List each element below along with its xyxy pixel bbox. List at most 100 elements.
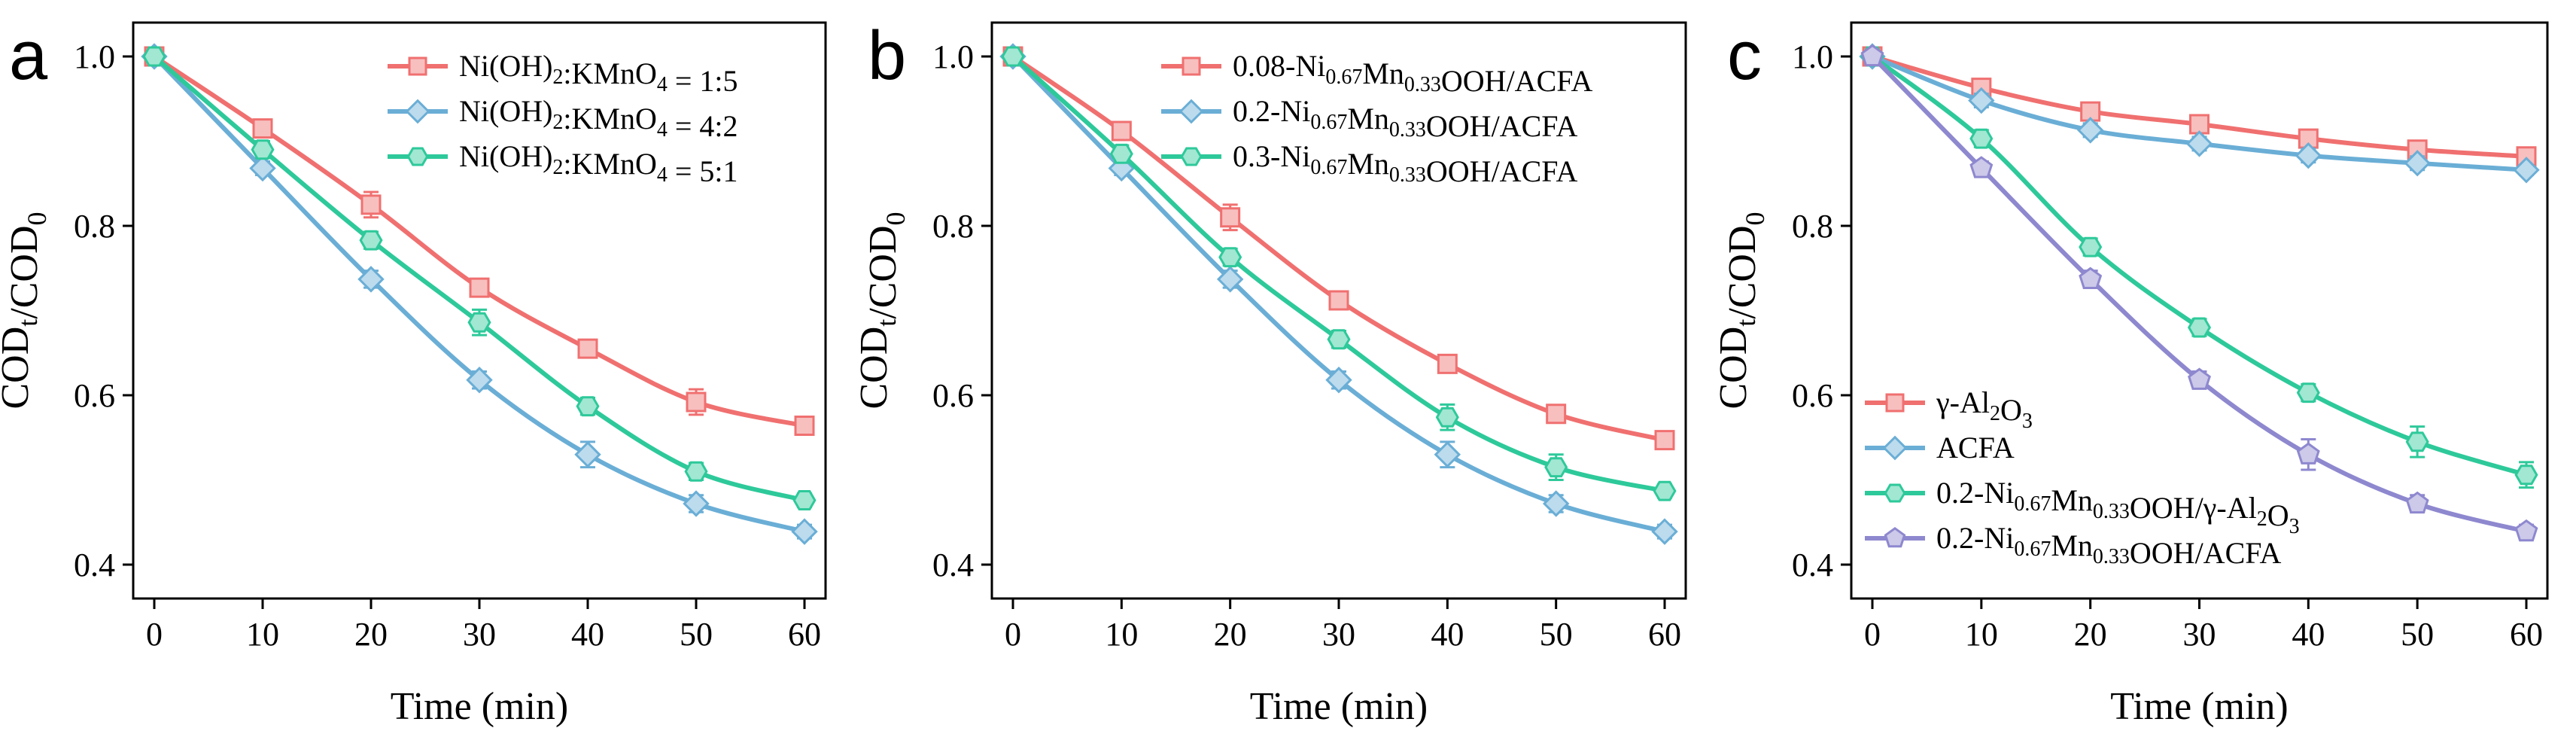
legend-subscript: 2 bbox=[552, 156, 563, 179]
series-3 bbox=[1001, 46, 1677, 501]
y-tick-label: 0.8 bbox=[932, 208, 974, 245]
legend-text-part: OOH/ACFA bbox=[1426, 109, 1578, 143]
legend-subscript: 0.33 bbox=[1389, 163, 1426, 187]
legend-text-part: /COD bbox=[3, 225, 46, 318]
legend-marker bbox=[1180, 147, 1203, 166]
y-tick-label: 0.4 bbox=[74, 547, 115, 583]
legend-text-part: OOH/ACFA bbox=[2130, 536, 2282, 570]
x-axis-title: Time (min) bbox=[2110, 685, 2288, 728]
data-point bbox=[1218, 247, 1242, 268]
y-tick-label: 0.6 bbox=[1792, 377, 1833, 414]
legend-text-part: Ni(OH) bbox=[459, 49, 552, 83]
x-tick-label: 30 bbox=[463, 616, 496, 653]
data-point bbox=[1001, 46, 1025, 67]
y-tick-label: 0.4 bbox=[1792, 547, 1833, 583]
legend-text-part: :KMnO bbox=[563, 147, 656, 181]
legend: 0.08-Ni0.67Mn0.33OOH/ACFA0.2-Ni0.67Mn0.3… bbox=[1161, 49, 1593, 188]
legend-text-part: γ-Al bbox=[1936, 385, 1990, 419]
data-point bbox=[1654, 430, 1675, 451]
data-point bbox=[791, 518, 818, 545]
legend-subscript: 2 bbox=[552, 111, 563, 134]
legend-text-part: 0.08-Ni bbox=[1233, 49, 1325, 83]
data-point bbox=[2076, 117, 2104, 144]
series-2 bbox=[141, 43, 818, 545]
legend-marker bbox=[1179, 99, 1204, 124]
data-point bbox=[1325, 366, 1352, 394]
data-point bbox=[1437, 353, 1458, 374]
legend-text-part: Mn bbox=[2051, 483, 2093, 517]
legend-label: 0.08-Ni0.67Mn0.33OOH/ACFA bbox=[1233, 49, 1593, 98]
y-tick-label: 1.0 bbox=[1792, 38, 1833, 75]
legend-subscript: 0.33 bbox=[1404, 73, 1441, 96]
legend-subscript: 0.33 bbox=[2093, 545, 2130, 568]
data-point bbox=[2404, 150, 2431, 177]
data-point bbox=[683, 490, 710, 517]
data-point bbox=[2514, 464, 2538, 486]
legend-marker bbox=[1182, 56, 1201, 76]
x-tick-label: 50 bbox=[680, 616, 713, 653]
legend-marker bbox=[1882, 435, 1908, 461]
data-point bbox=[359, 230, 383, 251]
data-point bbox=[1111, 120, 1132, 142]
legend-subscript: 0 bbox=[22, 212, 52, 225]
legend-label: 0.2-Ni0.67Mn0.33OOH/ACFA bbox=[1936, 521, 2282, 570]
series-3 bbox=[142, 46, 817, 510]
data-point bbox=[1544, 457, 1568, 478]
legend-text-part: O bbox=[2000, 393, 2022, 427]
y-axis-title: CODt/COD0 bbox=[0, 212, 52, 409]
legend-item: 0.2-Ni0.67Mn0.33OOH/ACFA bbox=[1865, 521, 2282, 570]
legend-label: 0.2-Ni0.67Mn0.33OOH/ACFA bbox=[1233, 94, 1578, 143]
legend-marker bbox=[1884, 526, 1906, 548]
data-point bbox=[1109, 143, 1133, 164]
data-point bbox=[1546, 404, 1567, 425]
legend-item: ACFA bbox=[1865, 431, 2015, 464]
legend-text-part: Mn bbox=[1347, 147, 1389, 181]
series-4 bbox=[1860, 44, 2538, 542]
series-2 bbox=[1859, 43, 2540, 184]
x-tick-label: 30 bbox=[2183, 616, 2216, 653]
legend-label: Ni(OH)2:KMnO4 = 4:2 bbox=[459, 94, 738, 143]
data-point bbox=[2185, 130, 2213, 157]
y-tick-label: 1.0 bbox=[932, 38, 974, 75]
y-tick-label: 0.4 bbox=[932, 547, 974, 583]
legend-label: 0.3-Ni0.67Mn0.33OOH/ACFA bbox=[1233, 139, 1578, 188]
x-tick-label: 60 bbox=[1648, 616, 1681, 653]
legend-text-part: 0.3-Ni bbox=[1233, 139, 1310, 173]
legend-text-part: = 5:1 bbox=[668, 154, 738, 188]
data-point bbox=[2187, 317, 2212, 338]
panel-b: b 0 10 20 30 40 50 60 0.4 0.6 0.8 1.0 Time (min) CODt… bbox=[853, 17, 1687, 728]
data-point bbox=[249, 154, 276, 182]
data-point bbox=[1435, 407, 1459, 428]
legend-label: Ni(OH)2:KMnO4 = 5:1 bbox=[459, 139, 738, 188]
data-point bbox=[1653, 480, 1677, 501]
legend-subscript: 2 bbox=[1990, 402, 2000, 425]
legend-text-part: /COD bbox=[862, 225, 905, 318]
data-point bbox=[142, 46, 166, 67]
x-tick-label: 40 bbox=[571, 616, 604, 653]
legend-text-part: O bbox=[2267, 498, 2289, 532]
legend-item: 0.08-Ni0.67Mn0.33OOH/ACFA bbox=[1161, 49, 1593, 98]
x-axis-title: Time (min) bbox=[391, 685, 568, 728]
legend-text-part: Ni(OH) bbox=[459, 139, 552, 173]
data-point bbox=[1968, 87, 1995, 114]
x-tick-label: 30 bbox=[1322, 616, 1355, 653]
x-tick-label: 60 bbox=[788, 616, 821, 653]
legend-subscript: 0 bbox=[880, 212, 911, 225]
legend-marker bbox=[406, 147, 429, 166]
legend-subscript: 0.33 bbox=[2093, 500, 2130, 523]
legend-marker bbox=[1885, 393, 1905, 413]
x-tick-label: 10 bbox=[1965, 616, 1998, 653]
legend: Ni(OH)2:KMnO4 = 1:5Ni(OH)2:KMnO4 = 4:2Ni… bbox=[388, 49, 738, 188]
x-tick-label: 0 bbox=[1005, 616, 1021, 653]
y-tick-label: 0.6 bbox=[932, 377, 974, 414]
data-point bbox=[2079, 236, 2103, 257]
legend-text-part: Mn bbox=[1347, 102, 1389, 136]
legend-subscript: 0.67 bbox=[1310, 111, 1347, 134]
series-1 bbox=[144, 46, 815, 436]
legend-subscript: 0 bbox=[1740, 212, 1770, 225]
data-point bbox=[2405, 431, 2429, 452]
legend-text-part: COD bbox=[0, 327, 37, 410]
data-point bbox=[1860, 44, 1884, 67]
data-point bbox=[466, 366, 493, 394]
